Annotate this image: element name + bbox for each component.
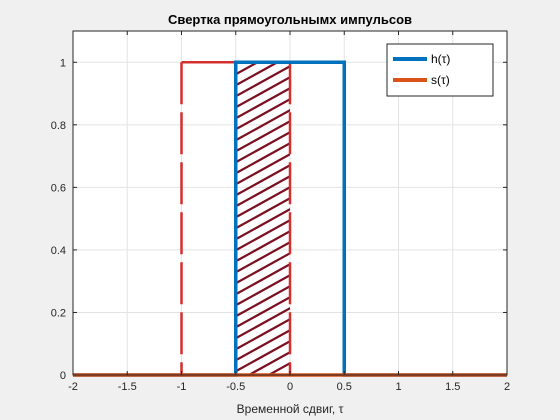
hatch-line — [235, 230, 290, 263]
y-tick-label: 1 — [60, 57, 66, 69]
hatch-line — [235, 340, 290, 373]
hatch-line — [235, 131, 290, 164]
hatch-line — [235, 274, 290, 307]
x-tick-label: 1 — [395, 381, 401, 393]
x-tick-label: 0.5 — [337, 381, 352, 393]
legend-box — [386, 43, 494, 97]
hatch-line — [235, 142, 290, 175]
ticks: -2 -1.5 -1 -0.5 0 0.5 1 1.5 2 0 0.2 0.4 0.6 0.8 1 — [51, 31, 510, 393]
hatch-line — [235, 186, 290, 219]
hatch-line — [235, 76, 290, 109]
hatch-line — [246, 351, 290, 375]
hatch-line — [235, 208, 290, 241]
hatch-line — [235, 87, 290, 120]
chart-title: Свертка прямоугольнымх импульсов — [168, 12, 412, 27]
hatch-line — [235, 307, 290, 340]
legend: h(τ) s(τ) — [386, 43, 494, 97]
x-tick-label: 0 — [287, 381, 293, 393]
x-tick-label: 1.5 — [445, 381, 460, 393]
hatch-line — [235, 109, 290, 142]
y-tick-label: 0.4 — [51, 245, 66, 257]
x-tick-label: -1.5 — [118, 381, 137, 393]
hatch-line — [235, 318, 290, 351]
hatch-line — [235, 65, 290, 98]
hatch-line — [235, 98, 290, 131]
y-tick-label: 0.6 — [51, 182, 66, 194]
legend-label-s: s(τ) — [431, 73, 450, 87]
legend-label-h: h(τ) — [431, 52, 450, 66]
x-tick-label: -0.5 — [226, 381, 245, 393]
hatch-line — [235, 175, 290, 208]
hatch-line — [235, 241, 290, 274]
y-tick-label: 0.8 — [51, 120, 66, 132]
hatch-line — [266, 362, 290, 375]
hatch-line — [235, 120, 290, 153]
x-tick-label: -1 — [177, 381, 187, 393]
hatch-line — [235, 263, 290, 296]
hatch-line — [235, 219, 290, 252]
hatch-line — [235, 62, 260, 76]
hatch-line — [235, 285, 290, 318]
hatch-line — [235, 153, 290, 186]
hatch-line — [235, 164, 290, 197]
hatched-region — [235, 62, 290, 375]
x-tick-label: 2 — [504, 381, 510, 393]
hatch-line — [235, 252, 290, 285]
hatch-line — [235, 197, 290, 230]
x-axis-label: Временной сдвиг, τ — [237, 402, 344, 416]
hatch-line — [235, 296, 290, 329]
hatch-line — [235, 329, 290, 362]
y-tick-label: 0.2 — [51, 307, 66, 319]
hatch-line — [235, 62, 280, 87]
y-tick-label: 0 — [60, 370, 66, 382]
x-tick-label: -2 — [68, 381, 78, 393]
